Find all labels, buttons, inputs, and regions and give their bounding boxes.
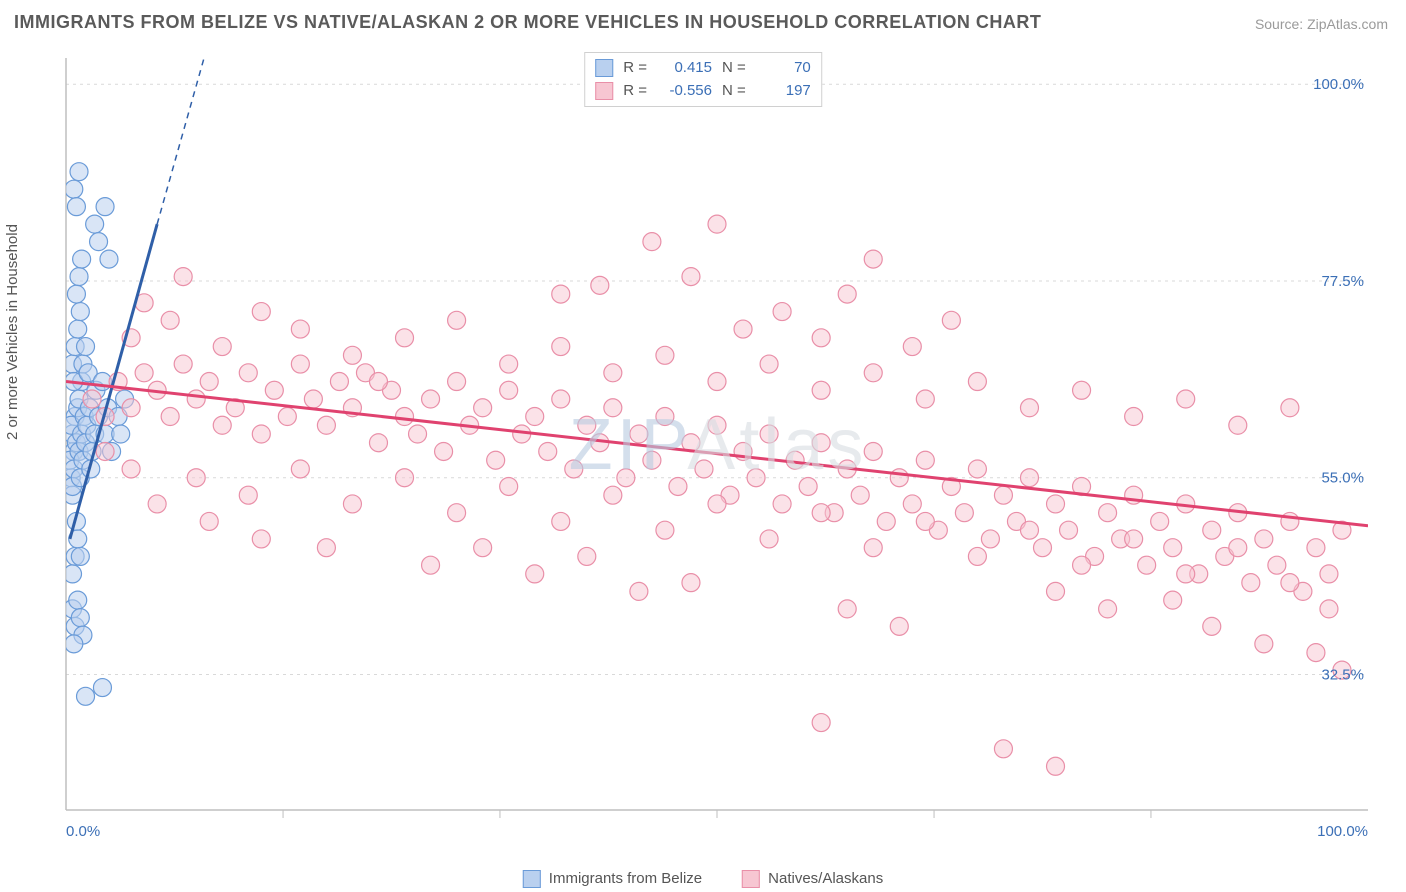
legend-swatch bbox=[742, 870, 760, 888]
legend-item: Natives/Alaskans bbox=[742, 870, 883, 888]
y-axis-label: 2 or more Vehicles in Household bbox=[4, 224, 21, 440]
svg-text:100.0%: 100.0% bbox=[1317, 823, 1368, 840]
stat-n-value: 70 bbox=[756, 57, 811, 80]
svg-text:55.0%: 55.0% bbox=[1321, 470, 1364, 487]
stat-r-value: -0.556 bbox=[657, 80, 712, 103]
scatter-chart: 32.5% 55.0% 77.5% 100.0% 0.0% 100.0% bbox=[48, 50, 1388, 840]
svg-text:100.0%: 100.0% bbox=[1313, 76, 1364, 93]
svg-text:77.5%: 77.5% bbox=[1321, 273, 1364, 290]
correlation-stats-box: R = 0.415 N = 70 R = -0.556 N = 197 bbox=[584, 52, 822, 107]
stat-n-label: N = bbox=[722, 80, 746, 103]
series-swatch bbox=[595, 82, 613, 100]
source-attribution: Source: ZipAtlas.com bbox=[1255, 16, 1388, 32]
legend-label: Natives/Alaskans bbox=[768, 870, 883, 887]
stat-r-label: R = bbox=[623, 57, 647, 80]
stat-row: R = 0.415 N = 70 bbox=[595, 57, 811, 80]
stat-r-label: R = bbox=[623, 80, 647, 103]
svg-text:32.5%: 32.5% bbox=[1321, 666, 1364, 683]
chart-title: IMMIGRANTS FROM BELIZE VS NATIVE/ALASKAN… bbox=[14, 12, 1041, 33]
legend-label: Immigrants from Belize bbox=[549, 870, 702, 887]
legend: Immigrants from Belize Natives/Alaskans bbox=[523, 870, 883, 888]
svg-text:0.0%: 0.0% bbox=[66, 823, 100, 840]
stat-n-value: 197 bbox=[756, 80, 811, 103]
chart-area: 32.5%55.0%77.5%100.0%0.0%100.0% ZIPAtlas bbox=[48, 50, 1388, 840]
stat-n-label: N = bbox=[722, 57, 746, 80]
legend-item: Immigrants from Belize bbox=[523, 870, 702, 888]
source-link[interactable]: ZipAtlas.com bbox=[1307, 16, 1388, 32]
source-label: Source: bbox=[1255, 16, 1307, 32]
stat-row: R = -0.556 N = 197 bbox=[595, 80, 811, 103]
series-swatch bbox=[595, 59, 613, 77]
legend-swatch bbox=[523, 870, 541, 888]
stat-r-value: 0.415 bbox=[657, 57, 712, 80]
